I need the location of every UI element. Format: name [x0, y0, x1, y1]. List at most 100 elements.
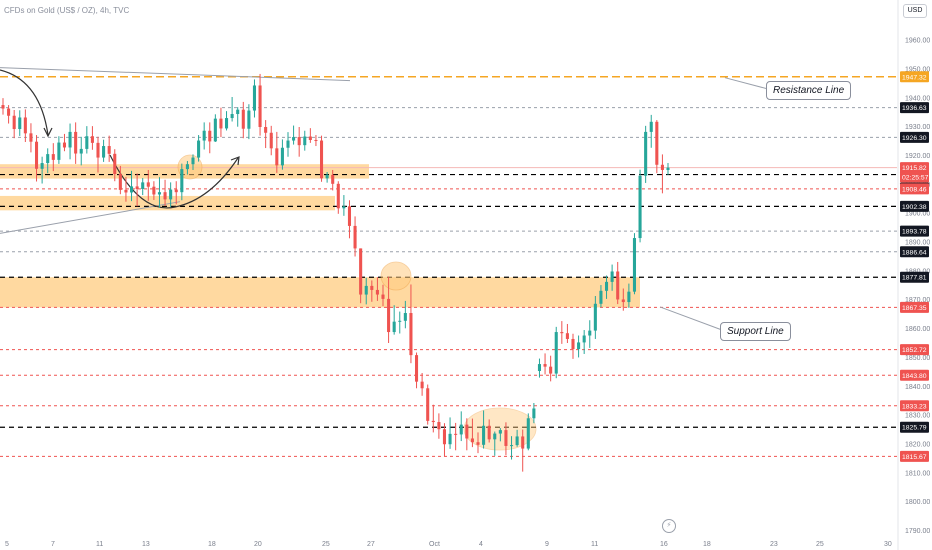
- price-label-bg: [900, 102, 929, 114]
- y-tick-label: 1800.00: [905, 499, 930, 506]
- y-tick-label: 1820.00: [905, 441, 930, 448]
- candle-body: [470, 438, 474, 443]
- candle-body: [644, 131, 648, 176]
- trendline-lower: [0, 201, 181, 234]
- highlight-circle: [177, 154, 203, 180]
- candle-body: [571, 338, 575, 350]
- y-tick-label: 1850.00: [905, 355, 930, 362]
- candle-body: [588, 330, 592, 336]
- x-tick-label: 4: [479, 541, 483, 548]
- candle-body: [247, 110, 251, 129]
- candle-body: [560, 332, 564, 334]
- candle-body: [549, 366, 553, 374]
- candle-body: [565, 333, 569, 339]
- candle-body: [23, 117, 27, 134]
- candle-body: [554, 332, 558, 374]
- arrow-curve-left: [0, 69, 49, 136]
- price-label-bg: [900, 171, 929, 183]
- y-tick-label: 1920.00: [905, 153, 930, 160]
- candle-body: [487, 425, 491, 440]
- candle-body: [577, 342, 581, 350]
- y-tick-label: 1950.00: [905, 67, 930, 74]
- candle-body: [280, 147, 284, 166]
- candle-body: [90, 136, 94, 143]
- candle-body: [102, 146, 106, 158]
- price-label-bg: [900, 162, 929, 174]
- x-tick-label: 23: [770, 541, 778, 548]
- candle-body: [68, 131, 72, 148]
- candle-body: [504, 430, 508, 446]
- x-tick-label: 25: [816, 541, 824, 548]
- candle-body: [18, 117, 22, 130]
- candle-body: [146, 182, 150, 187]
- candle-body: [627, 291, 631, 303]
- supply-demand-zone: [0, 277, 640, 308]
- candle-body: [297, 137, 301, 146]
- candle-body: [465, 424, 469, 439]
- candle-body: [74, 131, 78, 154]
- candle-body: [185, 164, 189, 170]
- candle-body: [347, 206, 352, 226]
- trendline-upper: [0, 67, 351, 82]
- candle-body: [403, 313, 407, 321]
- candle-body: [381, 294, 385, 299]
- price-label: 1893.78: [902, 229, 927, 236]
- y-tick-label: 1830.00: [905, 413, 930, 420]
- candle-body: [420, 381, 424, 389]
- arrow-head: [230, 156, 240, 166]
- candle-body: [409, 313, 413, 356]
- price-label-bg: [900, 183, 929, 195]
- candle-body: [604, 281, 609, 291]
- x-tick-label: 13: [142, 541, 150, 548]
- candle-body: [236, 109, 240, 115]
- candle-body: [57, 142, 61, 160]
- candle-body: [599, 290, 603, 304]
- candle-body: [353, 225, 357, 249]
- price-label: 1852.72: [902, 347, 927, 354]
- price-label-bg: [900, 71, 929, 83]
- candle-body: [303, 136, 307, 146]
- price-label: 1936.63: [902, 105, 927, 112]
- candle-body: [526, 418, 530, 449]
- candle-body: [135, 186, 139, 190]
- candle-body: [269, 132, 273, 149]
- candle-body: [191, 157, 195, 165]
- candle-body: [532, 408, 536, 419]
- candle-body: [286, 140, 290, 148]
- candle-body: [543, 364, 547, 367]
- y-tick-label: 1790.00: [905, 528, 930, 535]
- currency-button[interactable]: USD: [903, 4, 927, 18]
- arrow-curve-cup: [109, 154, 239, 209]
- price-label-bg: [900, 200, 929, 212]
- x-tick-label: 18: [703, 541, 711, 548]
- price-label: 02:25:57: [902, 175, 929, 182]
- candle-body: [414, 355, 419, 382]
- candle-body: [649, 121, 653, 132]
- candle-body: [308, 136, 312, 140]
- candle-body: [498, 430, 502, 434]
- candle-body: [152, 186, 156, 195]
- candle-body: [616, 271, 620, 300]
- price-label: 1915.82: [902, 165, 927, 172]
- y-tick-label: 1940.00: [905, 95, 930, 102]
- candle-body: [230, 114, 234, 119]
- candle-body: [426, 388, 430, 421]
- candle-body: [509, 445, 514, 447]
- candle-body: [325, 174, 329, 179]
- candle-body: [336, 183, 340, 209]
- lightning-icon[interactable]: ⚡: [662, 519, 676, 533]
- candle-body: [632, 238, 637, 292]
- price-label: 1867.35: [902, 305, 927, 312]
- x-tick-label: 11: [96, 541, 103, 548]
- candle-body: [515, 436, 519, 446]
- candle-body: [213, 118, 217, 142]
- candle-body: [359, 248, 363, 295]
- x-tick-label: 30: [884, 541, 892, 548]
- candle-body: [292, 137, 296, 141]
- candle-body: [370, 285, 374, 290]
- x-tick-label: 11: [591, 541, 598, 548]
- candle-body: [655, 121, 659, 165]
- candle-body: [666, 167, 670, 170]
- price-label-bg: [900, 271, 929, 283]
